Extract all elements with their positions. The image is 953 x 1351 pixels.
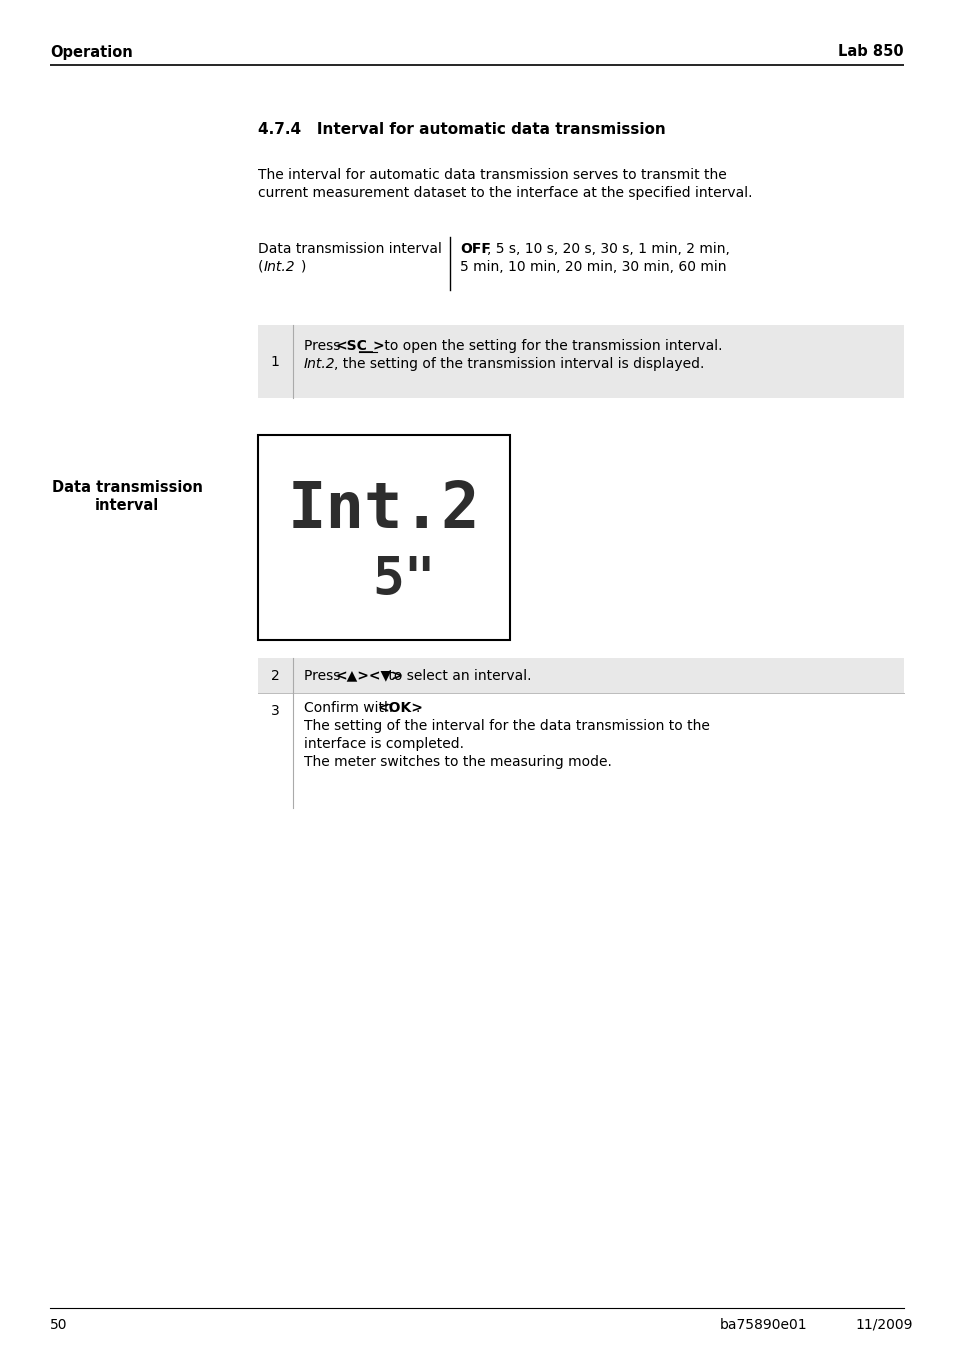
Text: to open the setting for the transmission interval.: to open the setting for the transmission…: [379, 339, 721, 353]
Text: Data transmission interval: Data transmission interval: [257, 242, 441, 255]
Text: Int.2: Int.2: [304, 357, 335, 372]
Text: Operation: Operation: [50, 45, 132, 59]
Text: 50: 50: [50, 1319, 68, 1332]
Text: 4.7.4   Interval for automatic data transmission: 4.7.4 Interval for automatic data transm…: [257, 123, 665, 138]
Text: .: .: [416, 701, 420, 715]
Text: Confirm with: Confirm with: [304, 701, 396, 715]
Text: Int.2: Int.2: [264, 259, 295, 274]
Bar: [257, 326, 903, 399]
Text: interval: interval: [94, 497, 159, 512]
Text: , 5 s, 10 s, 20 s, 30 s, 1 min, 2 min,: , 5 s, 10 s, 20 s, 30 s, 1 min, 2 min,: [486, 242, 729, 255]
Text: The meter switches to the measuring mode.: The meter switches to the measuring mode…: [304, 755, 611, 769]
Text: Press: Press: [304, 339, 344, 353]
Text: 5 min, 10 min, 20 min, 30 min, 60 min: 5 min, 10 min, 20 min, 30 min, 60 min: [459, 259, 726, 274]
Bar: [257, 435, 510, 640]
Text: ba75890e01: ba75890e01: [720, 1319, 807, 1332]
Text: 3: 3: [271, 704, 279, 717]
Text: 5": 5": [372, 554, 436, 607]
Text: Data transmission: Data transmission: [51, 480, 202, 494]
Text: ): ): [301, 259, 306, 274]
Text: Lab 850: Lab 850: [838, 45, 903, 59]
Text: current measurement dataset to the interface at the specified interval.: current measurement dataset to the inter…: [257, 186, 752, 200]
Text: The setting of the interval for the data transmission to the: The setting of the interval for the data…: [304, 719, 709, 734]
Text: The interval for automatic data transmission serves to transmit the: The interval for automatic data transmis…: [257, 168, 726, 182]
Text: __>: __>: [358, 339, 384, 353]
Text: 1: 1: [271, 354, 279, 369]
Text: interface is completed.: interface is completed.: [304, 738, 463, 751]
Text: 11/2009: 11/2009: [854, 1319, 911, 1332]
Text: <▲><▼>: <▲><▼>: [335, 669, 403, 682]
Text: to select an interval.: to select an interval.: [384, 669, 531, 682]
Text: Int.2: Int.2: [288, 480, 479, 540]
Text: OFF: OFF: [459, 242, 491, 255]
Bar: [257, 658, 903, 693]
Text: 2: 2: [271, 669, 279, 682]
Text: Press: Press: [304, 669, 344, 682]
Text: <SC: <SC: [335, 339, 368, 353]
Text: <OK>: <OK>: [377, 701, 423, 715]
Text: (: (: [257, 259, 263, 274]
Text: , the setting of the transmission interval is displayed.: , the setting of the transmission interv…: [334, 357, 703, 372]
